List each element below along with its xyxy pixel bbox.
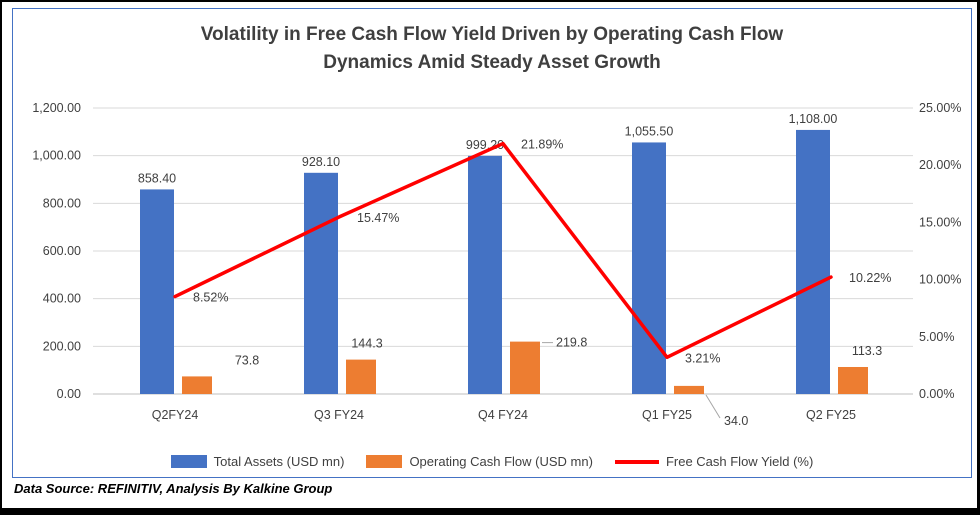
operating-cash-flow-data-label: 219.8 xyxy=(556,336,587,350)
legend-item-operating-cash-flow: Operating Cash Flow (USD mn) xyxy=(366,454,593,469)
free-cash-flow-yield-data-label: 21.89% xyxy=(521,138,563,152)
free-cash-flow-yield-data-label: 3.21% xyxy=(685,351,720,365)
chart-container: Volatility in Free Cash Flow Yield Drive… xyxy=(12,8,972,478)
y-axis-left-tick-label: 400.00 xyxy=(43,292,81,306)
operating-cash-flow-data-label: 73.8 xyxy=(235,353,259,367)
legend-item-yield: Free Cash Flow Yield (%) xyxy=(614,454,814,469)
total-assets-bar xyxy=(140,189,174,394)
y-axis-left-tick-label: 1,200.00 xyxy=(32,101,81,115)
operating-cash-flow-bar xyxy=(838,366,868,394)
x-axis-category-label: Q2 FY25 xyxy=(806,408,856,422)
legend-swatch-yield-line-icon xyxy=(614,459,659,464)
legend-swatch-total-assets-icon xyxy=(170,455,207,468)
y-axis-right-tick-label: 10.00% xyxy=(919,273,961,287)
total-assets-bar xyxy=(468,155,502,394)
chart-legend: Total Assets (USD mn) Operating Cash Flo… xyxy=(13,454,971,469)
y-axis-left-tick-label: 1,000.00 xyxy=(32,149,81,163)
y-axis-right-tick-label: 15.00% xyxy=(919,215,961,229)
operating-cash-flow-bar xyxy=(182,376,212,394)
operating-cash-flow-bar xyxy=(510,341,540,394)
chart-title-line-2: Dynamics Amid Steady Asset Growth xyxy=(323,52,661,73)
data-source-note: Data Source: REFINITIV, Analysis By Kalk… xyxy=(14,481,333,496)
legend-swatch-operating-cash-flow-icon xyxy=(366,455,403,468)
total-assets-data-label: 1,055.50 xyxy=(625,124,674,138)
data-label-leader-line xyxy=(705,394,721,419)
y-axis-left-tick-label: 800.00 xyxy=(43,196,81,210)
operating-cash-flow-data-label: 113.3 xyxy=(852,344,882,358)
free-cash-flow-yield-data-label: 8.52% xyxy=(193,291,228,305)
total-assets-bar xyxy=(796,129,830,394)
total-assets-data-label: 1,108.00 xyxy=(789,112,838,126)
total-assets-data-label: 858.40 xyxy=(138,171,176,185)
operating-cash-flow-bar xyxy=(674,385,704,394)
y-axis-right-tick-label: 5.00% xyxy=(919,330,954,344)
legend-label-yield: Free Cash Flow Yield (%) xyxy=(665,454,814,469)
chart-plot: 0.00 200.00 400.00 600.00 800.00 1,000.00 1,20… xyxy=(32,101,961,428)
free-cash-flow-yield-data-label: 10.22% xyxy=(849,271,891,285)
x-axis-category-label: Q2FY24 xyxy=(152,408,199,422)
y-axis-left-tick-label: 0.00 xyxy=(57,387,81,401)
chart-title: Volatility in Free Cash Flow Yield Drive… xyxy=(13,21,971,77)
y-axis-right-tick-label: 0.00% xyxy=(919,387,954,401)
y-axis-left-tick-label: 200.00 xyxy=(43,339,81,353)
y-axis-right-tick-label: 25.00% xyxy=(919,101,961,115)
free-cash-flow-yield-data-label: 15.47% xyxy=(357,211,399,225)
legend-label-operating-cash-flow: Operating Cash Flow (USD mn) xyxy=(409,454,593,469)
x-axis-category-label: Q1 FY25 xyxy=(642,408,692,422)
operating-cash-flow-data-label: 34.0 xyxy=(724,414,748,428)
free-cash-flow-yield-line xyxy=(173,141,833,360)
total-assets-bar xyxy=(304,172,338,394)
total-assets-data-label: 928.10 xyxy=(302,155,340,169)
total-assets-bar xyxy=(632,142,666,394)
x-axis-category-label: Q3 FY24 xyxy=(314,408,364,422)
y-axis-left-tick-label: 600.00 xyxy=(43,244,81,258)
y-axis-right-tick-label: 20.00% xyxy=(919,158,961,172)
chart-title-line-1: Volatility in Free Cash Flow Yield Drive… xyxy=(200,24,784,45)
x-axis-category-label: Q4 FY24 xyxy=(478,408,528,422)
operating-cash-flow-data-label: 144.3 xyxy=(351,337,382,351)
operating-cash-flow-bar xyxy=(346,359,376,394)
legend-label-total-assets: Total Assets (USD mn) xyxy=(213,454,345,469)
legend-item-total-assets: Total Assets (USD mn) xyxy=(170,454,345,469)
